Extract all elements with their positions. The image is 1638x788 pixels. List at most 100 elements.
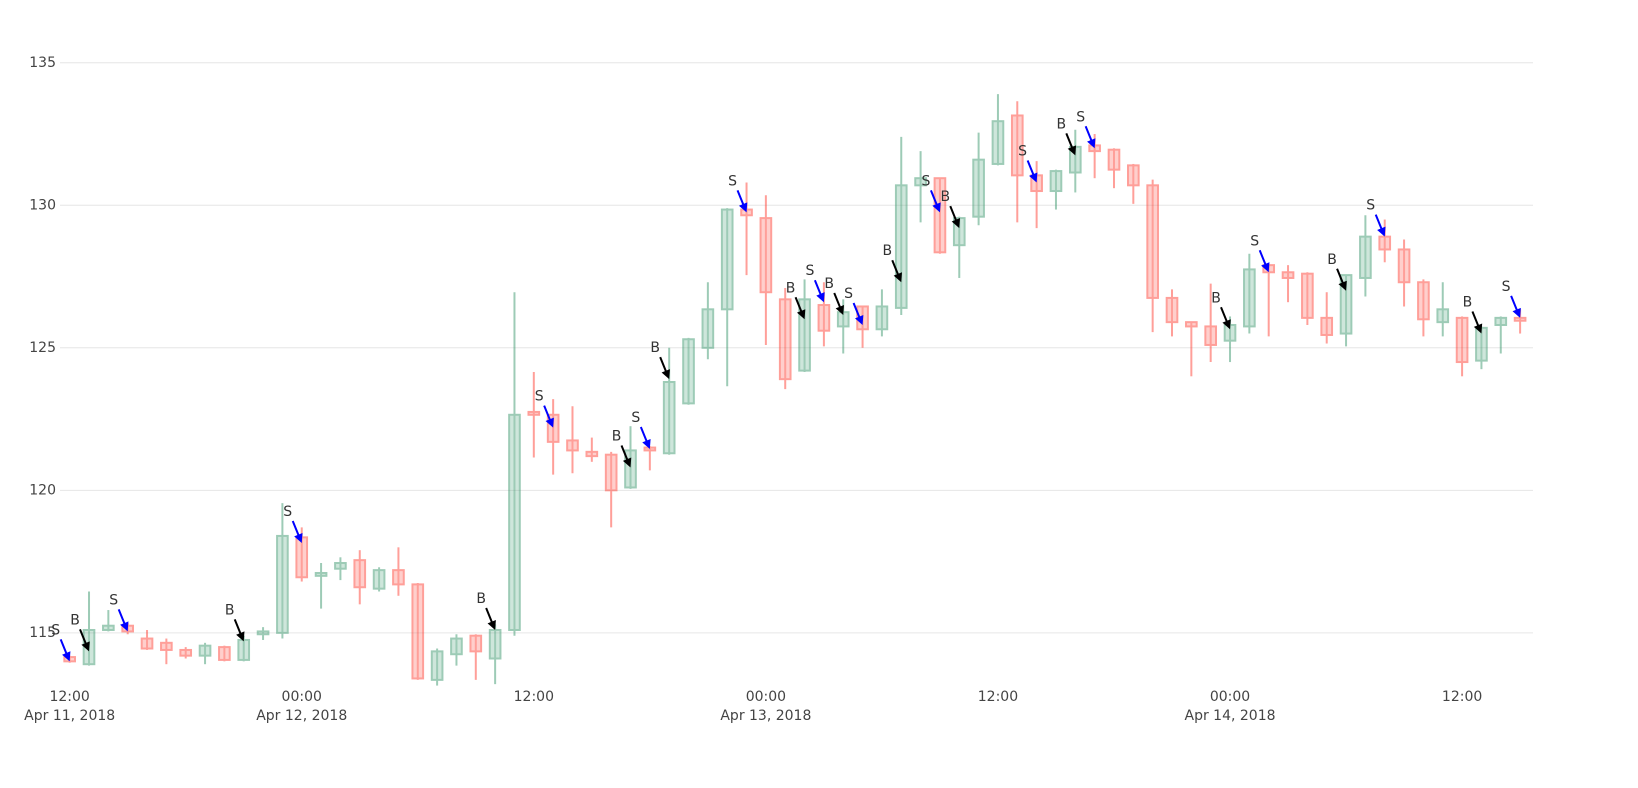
annotation-text: B xyxy=(824,276,834,292)
annotation-arrow xyxy=(1026,160,1036,177)
candle-body xyxy=(604,453,618,492)
annotation-arrow xyxy=(1374,214,1384,232)
annotation-arrow xyxy=(1258,249,1268,267)
candle-body xyxy=(1513,316,1527,322)
candle-body xyxy=(256,630,270,636)
candle xyxy=(198,642,212,665)
candle-body xyxy=(624,449,637,489)
annotation-arrow xyxy=(1065,133,1074,150)
candle-body xyxy=(933,177,947,254)
annotation-arrow xyxy=(1510,295,1519,313)
candle xyxy=(894,136,908,316)
annotation-arrowhead xyxy=(1029,172,1038,183)
y-tick-label: 135 xyxy=(29,55,56,71)
annotation-arrowhead xyxy=(893,272,903,283)
annotation-arrow xyxy=(485,607,494,625)
candle-body xyxy=(1436,308,1450,324)
annotation-arrowhead xyxy=(487,619,496,630)
annotation-arrow xyxy=(79,628,88,646)
candle-body xyxy=(952,217,966,247)
candle xyxy=(720,208,734,387)
candle xyxy=(140,629,154,650)
candle-body xyxy=(1339,274,1353,335)
candle xyxy=(179,647,193,659)
annotation-text: S xyxy=(51,622,60,638)
candle-body xyxy=(1185,321,1198,328)
annotation-arrow xyxy=(1220,306,1229,324)
candle-body xyxy=(662,381,676,455)
x-tick-label: 12:00 xyxy=(514,689,554,705)
candle xyxy=(624,426,637,489)
candle-body xyxy=(392,569,405,586)
annotation-text: B xyxy=(70,612,80,628)
candle xyxy=(430,648,444,686)
candle xyxy=(411,582,425,680)
annotation-arrow xyxy=(543,405,552,422)
annotation-arrowhead xyxy=(855,314,864,325)
candle xyxy=(1165,289,1179,337)
candle-body xyxy=(778,298,792,381)
grid: 115 120 125 130 135 12:00 Apr 11, 2018 00:00 Apr… xyxy=(24,55,1533,724)
candle-body xyxy=(1049,170,1063,193)
annotation-arrowhead xyxy=(951,218,961,229)
annotation-text: S xyxy=(805,263,814,279)
candle-body xyxy=(701,308,715,349)
candle xyxy=(991,94,1005,166)
candle-body xyxy=(237,638,251,661)
candle xyxy=(1185,321,1198,377)
candle-body xyxy=(972,158,985,218)
annotation-arrowhead xyxy=(738,202,748,213)
candle-body xyxy=(160,641,173,651)
x-tick-label: 00:00 xyxy=(746,689,786,705)
candle xyxy=(469,634,483,680)
x-tick-date: Apr 12, 2018 xyxy=(256,708,347,724)
candle-body xyxy=(798,298,811,372)
annotation-arrowhead xyxy=(236,631,245,642)
annotation-arrow xyxy=(117,609,127,626)
annotation-arrow xyxy=(736,190,745,207)
candle-body xyxy=(527,410,541,416)
annotation-text: S xyxy=(1366,198,1375,214)
candle xyxy=(1107,148,1121,189)
candle-body xyxy=(1010,114,1024,177)
candle-body xyxy=(430,650,444,681)
annotation-arrowhead xyxy=(932,202,941,213)
candle xyxy=(1049,169,1063,210)
annotation-arrowhead xyxy=(81,641,90,652)
annotation-arrow xyxy=(639,426,649,444)
candle-body xyxy=(875,305,889,331)
candle xyxy=(450,634,463,666)
x-tick-date: Apr 14, 2018 xyxy=(1185,708,1276,724)
candle xyxy=(160,638,173,665)
candle xyxy=(1281,265,1295,303)
candle-body xyxy=(894,184,908,309)
candle-body xyxy=(914,177,927,187)
candle-body xyxy=(1378,235,1392,251)
annotation-arrow xyxy=(620,445,629,462)
annotation-text: B xyxy=(786,280,796,296)
candle xyxy=(372,567,386,592)
annotation-text: S xyxy=(109,592,118,608)
candle-body xyxy=(334,562,347,570)
x-tick-date: Apr 11, 2018 xyxy=(24,708,115,724)
candle xyxy=(527,372,541,458)
candle-body xyxy=(991,120,1005,165)
candle-body xyxy=(102,624,115,631)
annotation-arrow xyxy=(852,302,862,320)
annotation-arrowhead xyxy=(1087,138,1096,149)
candle xyxy=(759,195,773,345)
annotation-arrow xyxy=(291,520,301,538)
x-tick-label: 00:00 xyxy=(282,689,322,705)
annotation-text: B xyxy=(612,429,622,445)
x-tick-label: 12:00 xyxy=(1442,689,1482,705)
candle xyxy=(701,282,715,360)
candle xyxy=(546,399,560,475)
candle-body xyxy=(295,536,309,579)
candle-body xyxy=(1301,272,1314,319)
annotation-arrowhead xyxy=(1473,323,1483,334)
x-tick-label: 00:00 xyxy=(1210,689,1250,705)
annotation-text: S xyxy=(1018,143,1027,159)
annotation-text: B xyxy=(882,243,892,259)
